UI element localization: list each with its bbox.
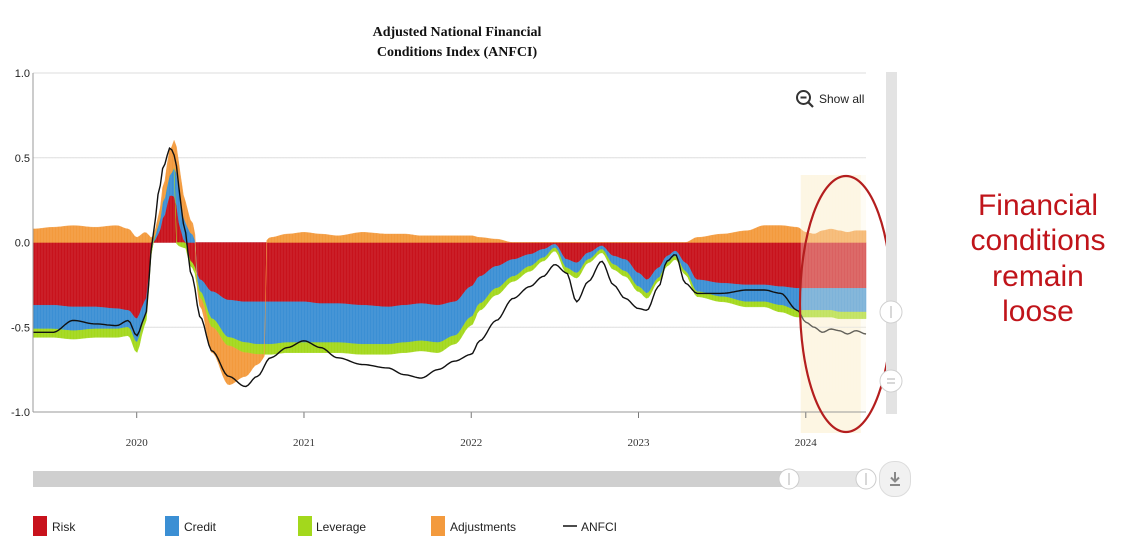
- area-layer: [32, 113, 867, 392]
- anfci-chart: Adjusted National Financial Conditions I…: [11, 25, 903, 536]
- callout-text: Financial conditions remain loose: [935, 188, 1141, 330]
- legend-swatch-adjustments: [431, 516, 445, 536]
- y-tick-label: -1.0: [11, 407, 30, 419]
- range-handle-left[interactable]: [778, 468, 800, 490]
- legend-item-risk[interactable]: Risk: [33, 516, 76, 536]
- vertical-scrollbar-track[interactable]: [886, 72, 897, 414]
- x-tick-label: 2023: [628, 437, 651, 449]
- legend-swatch-leverage: [298, 516, 312, 536]
- y-tick-label: 0.0: [15, 238, 30, 250]
- legend-swatch-risk: [33, 516, 47, 536]
- legend-item-anfci[interactable]: ANFCI: [563, 520, 617, 534]
- download-icon: [890, 472, 900, 486]
- range-navigator-selection[interactable]: [33, 471, 789, 487]
- show-all-button[interactable]: Show all: [795, 88, 864, 110]
- vertical-scroll-handle-top[interactable]: [879, 300, 903, 324]
- chart-title-line-2: Conditions Index (ANFCI): [377, 45, 538, 60]
- ellipse-layer: [798, 174, 894, 434]
- callout-line-1: Financial: [977, 189, 1099, 222]
- y-tick-label: 1.0: [15, 68, 30, 80]
- y-tick-label: 0.5: [15, 153, 30, 165]
- callout-line-2: conditions: [970, 224, 1106, 258]
- highlight-overlay: [800, 175, 866, 410]
- x-tick-label: 2021: [293, 437, 315, 449]
- legend-swatch-credit: [165, 516, 179, 536]
- bar-hatching: [32, 113, 865, 392]
- y-tick-label: -0.5: [11, 322, 30, 334]
- legend-label-leverage: Leverage: [316, 520, 366, 534]
- legend-item-adjustments[interactable]: Adjustments: [431, 516, 516, 536]
- x-tick-label: 2022: [460, 437, 482, 449]
- callout-line-3: remain: [992, 259, 1084, 293]
- area-adjustments: [32, 139, 867, 386]
- legend-label-anfci: ANFCI: [581, 520, 617, 534]
- x-tick-label: 2020: [126, 437, 149, 449]
- range-handle-right[interactable]: [855, 468, 877, 490]
- vertical-scroll-handle-bottom[interactable]: [879, 369, 903, 393]
- legend-item-credit[interactable]: Credit: [165, 516, 217, 536]
- line-layer: [33, 146, 867, 388]
- zoom-out-icon: [796, 90, 814, 108]
- legend-label-credit: Credit: [184, 520, 217, 534]
- callout-line-4: loose: [1002, 295, 1074, 329]
- line-anfci: [33, 146, 867, 388]
- show-all-label: Show all: [819, 92, 865, 106]
- legend-label-risk: Risk: [52, 520, 76, 534]
- x-tick-label: 2024: [795, 437, 818, 449]
- legend-item-leverage[interactable]: Leverage: [298, 516, 366, 536]
- download-button[interactable]: [879, 461, 911, 497]
- chart-title-line-1: Adjusted National Financial: [373, 25, 542, 40]
- chart-panel: Adjusted National Financial Conditions I…: [11, 25, 911, 536]
- legend: Risk Credit Leverage Adjustments ANFCI: [33, 516, 617, 536]
- axis-layer: 1.0 0.5 0.0 -0.5 -1.0 2020 2021 2022 2023 2024: [11, 68, 866, 449]
- legend-label-adjustments: Adjustments: [450, 520, 516, 534]
